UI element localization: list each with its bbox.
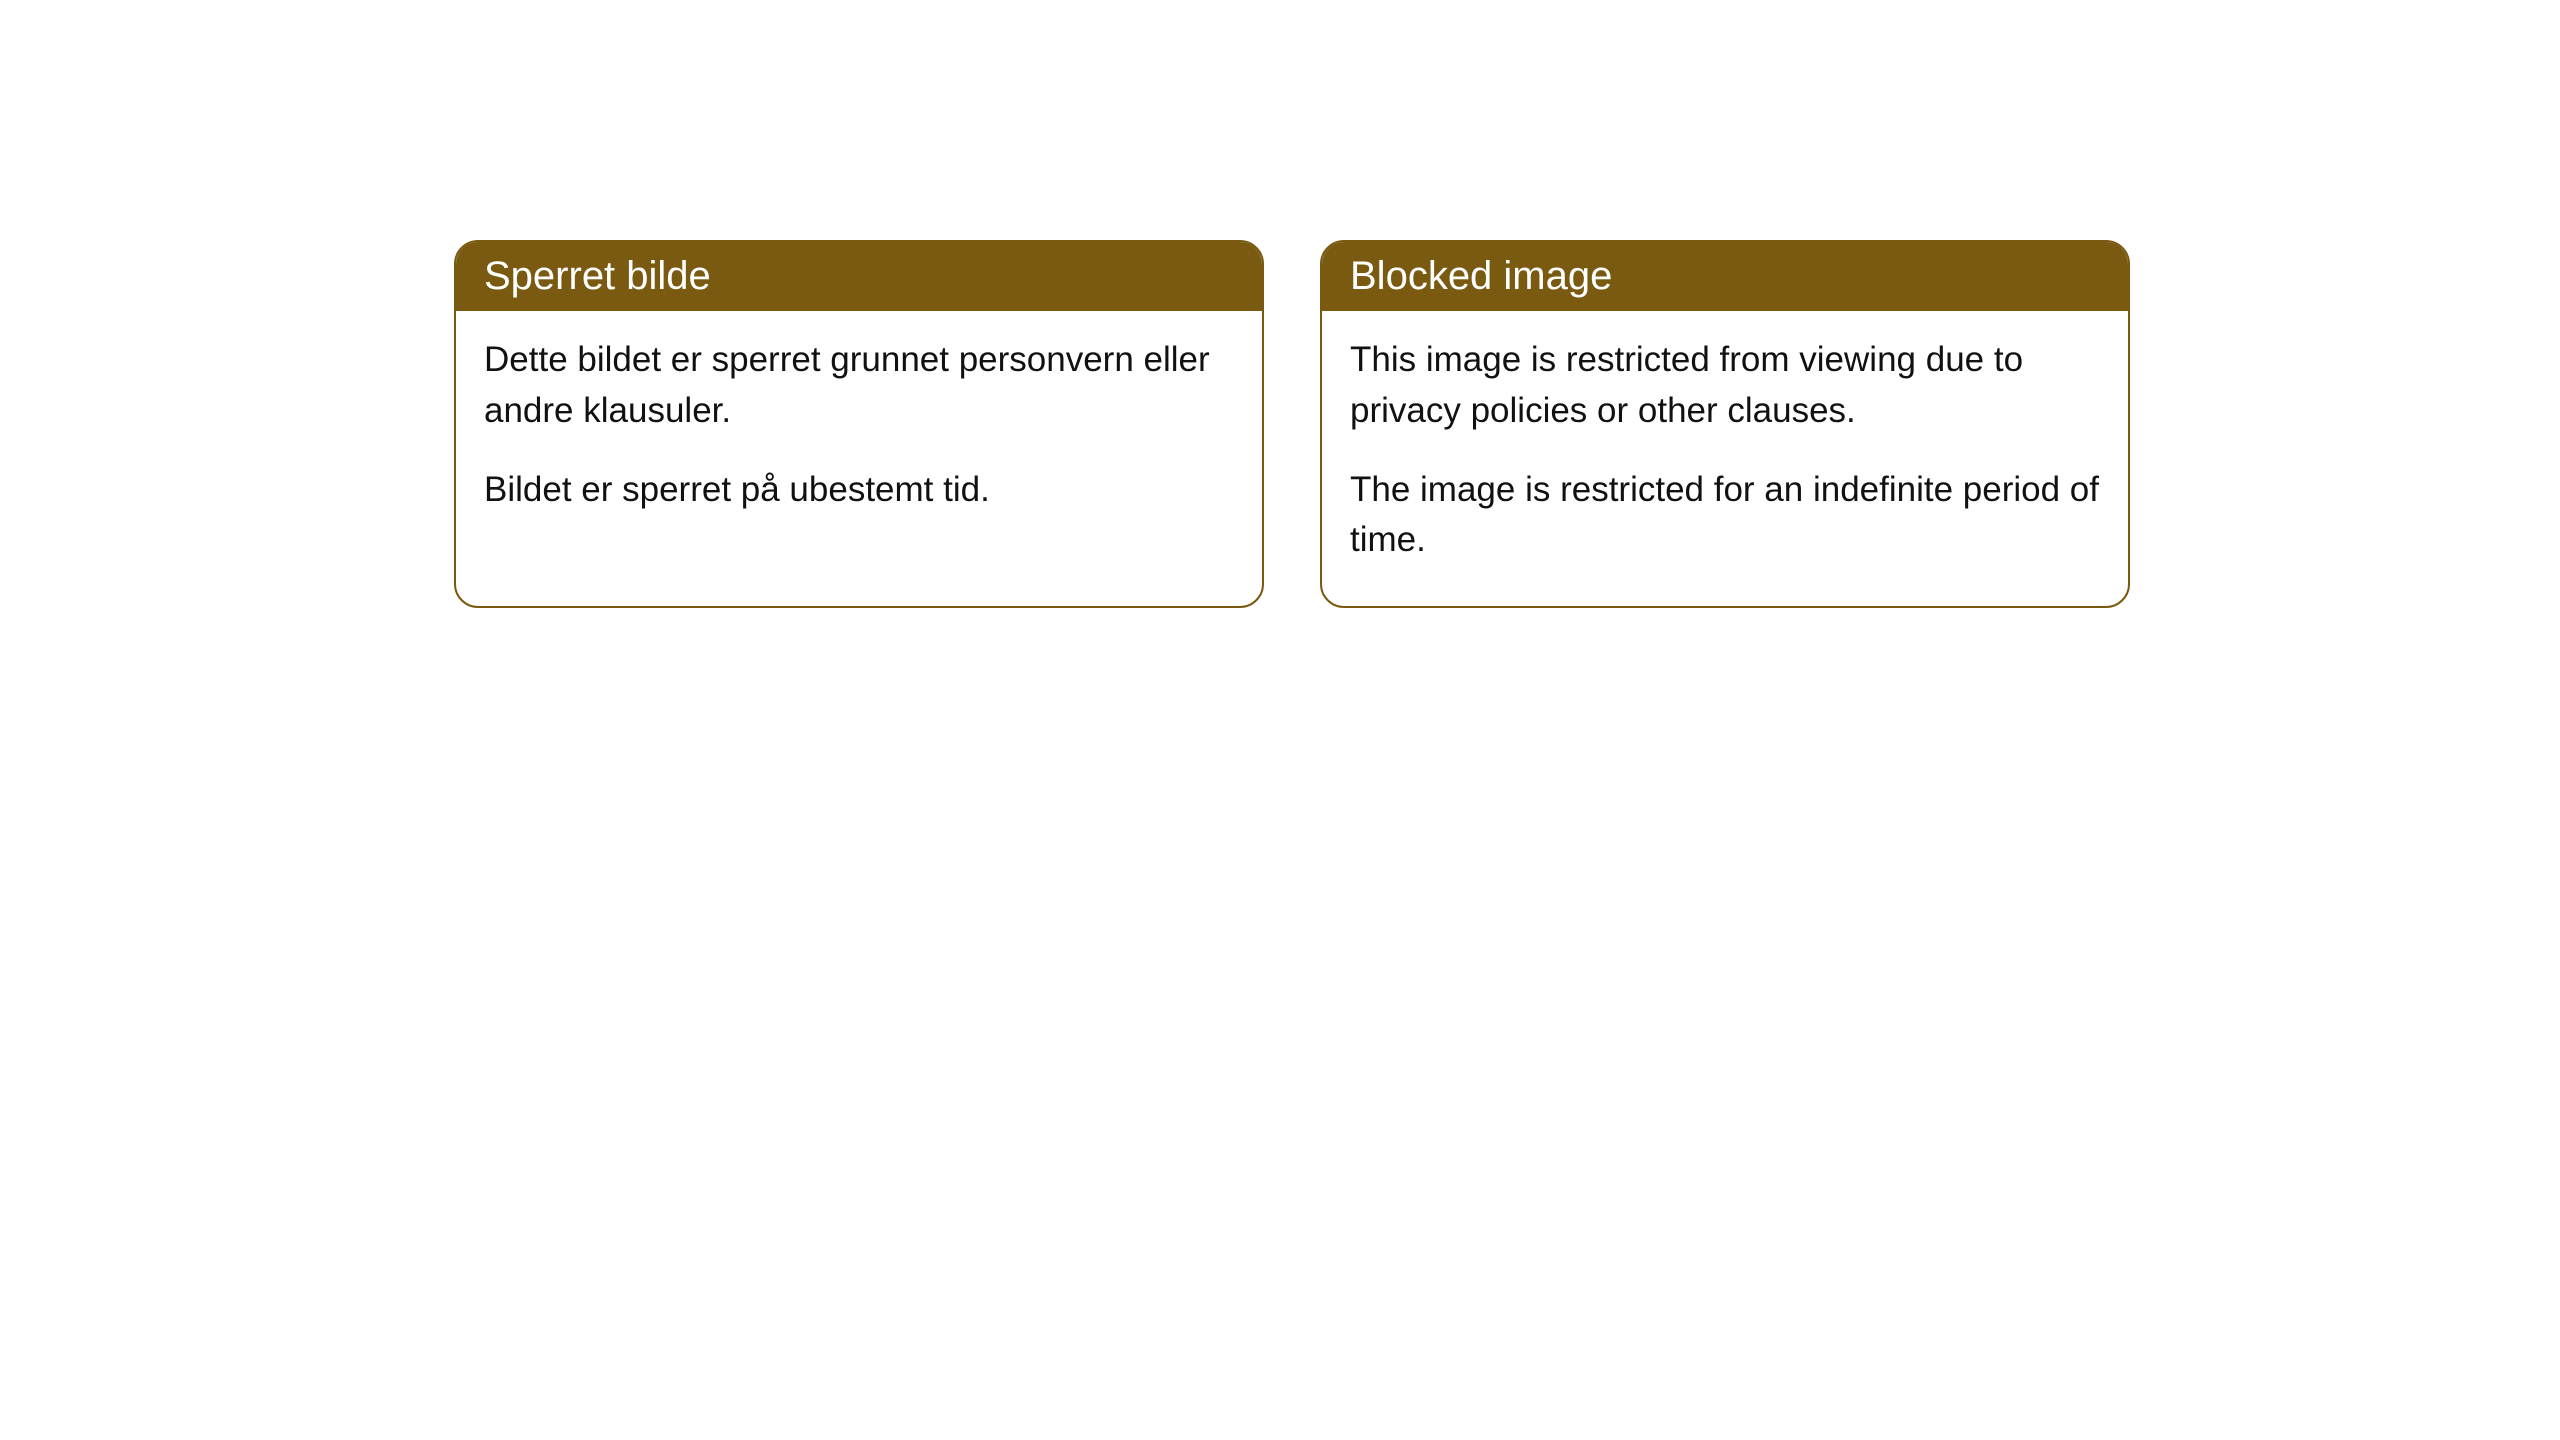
card-header-no: Sperret bilde [456, 242, 1262, 311]
card-title-no: Sperret bilde [484, 254, 711, 298]
card-title-en: Blocked image [1350, 254, 1612, 298]
card-header-en: Blocked image [1322, 242, 2128, 311]
blocked-image-card-no: Sperret bilde Dette bildet er sperret gr… [454, 240, 1264, 608]
card-body-no: Dette bildet er sperret grunnet personve… [456, 311, 1262, 555]
card-paragraph-2-en: The image is restricted for an indefinit… [1350, 465, 2100, 567]
card-paragraph-1-no: Dette bildet er sperret grunnet personve… [484, 335, 1234, 437]
card-body-en: This image is restricted from viewing du… [1322, 311, 2128, 606]
blocked-image-card-en: Blocked image This image is restricted f… [1320, 240, 2130, 608]
card-paragraph-2-no: Bildet er sperret på ubestemt tid. [484, 465, 1234, 516]
card-paragraph-1-en: This image is restricted from viewing du… [1350, 335, 2100, 437]
blocked-image-notices: Sperret bilde Dette bildet er sperret gr… [454, 240, 2130, 608]
